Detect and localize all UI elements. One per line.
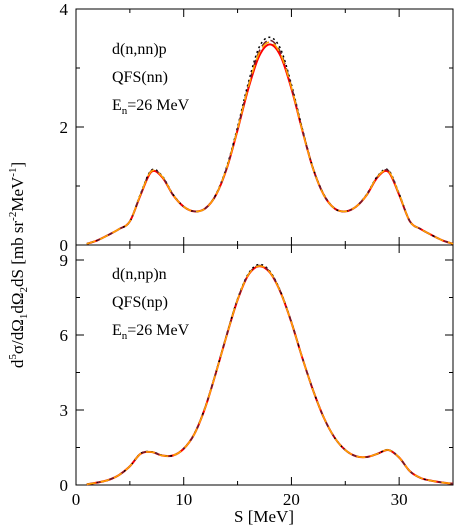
top-series-3-line [86,41,454,245]
top-reaction-label: d(n,nn)p [112,41,167,58]
bottom-panel-annotations: d(n,np)n QFS(np) En=26 MeV [112,266,190,342]
top-panel-annotations: d(n,nn)p QFS(nn) En=26 MeV [112,41,190,117]
xtick-label: 10 [175,490,192,509]
bottom-ytick-label: 0 [60,476,69,495]
bottom-config-label: QFS(np) [112,294,168,311]
bottom-series-3-line [86,265,454,485]
bottom-panel-frame [75,244,454,486]
xtick-label: 20 [283,490,300,509]
top-energy-label: En=26 MeV [112,97,190,117]
bottom-reaction-label: d(n,np)n [112,266,167,283]
top-ytick-label: 4 [60,0,69,19]
bottom-ytick-label: 3 [60,401,69,420]
top-ytick-label: 0 [60,236,69,255]
xtick-label: 0 [72,490,81,509]
bottom-ytick-label: 9 [60,251,69,270]
top-ytick-label: 2 [60,118,69,137]
y-axis-title: d5σ/dΩ1dΩ2dS [mb sr-2MeV-1] [7,162,30,368]
bottom-energy-label: En=26 MeV [112,322,190,342]
top-panel-plot [86,36,454,245]
bottom-ytick-label: 6 [60,326,69,345]
top-series-1-line [86,36,454,245]
top-config-label: QFS(nn) [112,69,168,86]
bottom-panel-plot [86,263,454,486]
xtick-label: 30 [391,490,408,509]
x-axis-title: S [MeV] [234,507,294,526]
